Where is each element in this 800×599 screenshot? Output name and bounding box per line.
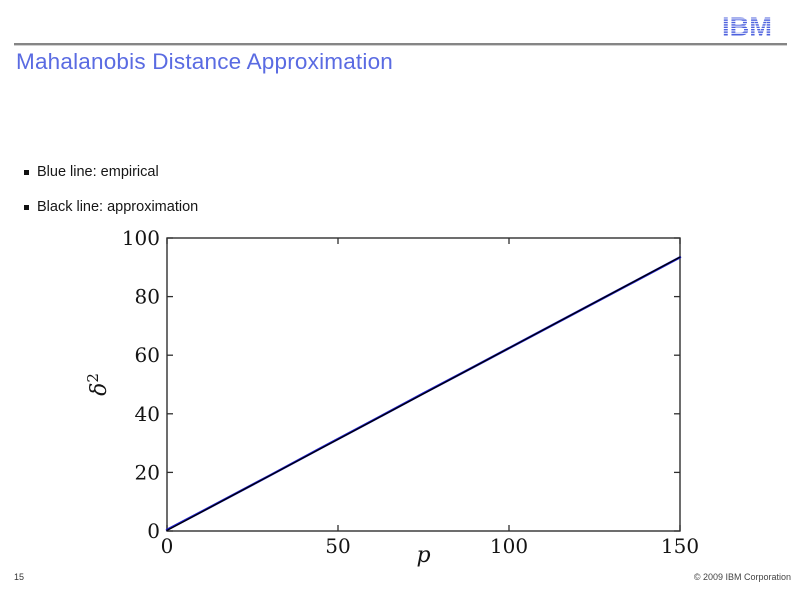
y-tick-label: 40 [135, 402, 160, 426]
bullet-text: Blue line: empirical [37, 164, 159, 180]
copyright: © 2009 IBM Corporation [693, 572, 791, 582]
x-tick-label: 150 [661, 534, 699, 558]
bullet-item: Blue line: empirical [24, 164, 198, 180]
bullet-list: Blue line: empirical Black line: approxi… [24, 164, 198, 234]
ibm-logo: IBM [722, 14, 772, 37]
ibm-logo-stripes [722, 18, 772, 34]
x-tick-label: 50 [325, 534, 350, 558]
bullet-square-icon [24, 170, 29, 175]
chart-series-approximation [166, 256, 681, 532]
y-tick-label: 0 [147, 519, 160, 543]
y-tick-label: 20 [135, 460, 160, 484]
x-tick-label: 0 [161, 534, 174, 558]
slide-title: Mahalanobis Distance Approximation [16, 49, 394, 74]
chart-plot-box [166, 237, 681, 532]
bullet-item: Black line: approximation [24, 199, 198, 215]
x-tick-label: 100 [490, 534, 528, 558]
bullet-square-icon [24, 205, 29, 210]
y-tick-label: 60 [135, 343, 160, 367]
header-divider [14, 43, 787, 45]
y-tick-label: 80 [135, 285, 160, 309]
y-axis-label: δ2 [84, 373, 112, 396]
y-tick-label: 100 [122, 226, 160, 250]
bullet-text: Black line: approximation [37, 199, 199, 215]
x-axis-label: p [416, 543, 430, 568]
page-number: 15 [14, 572, 25, 582]
